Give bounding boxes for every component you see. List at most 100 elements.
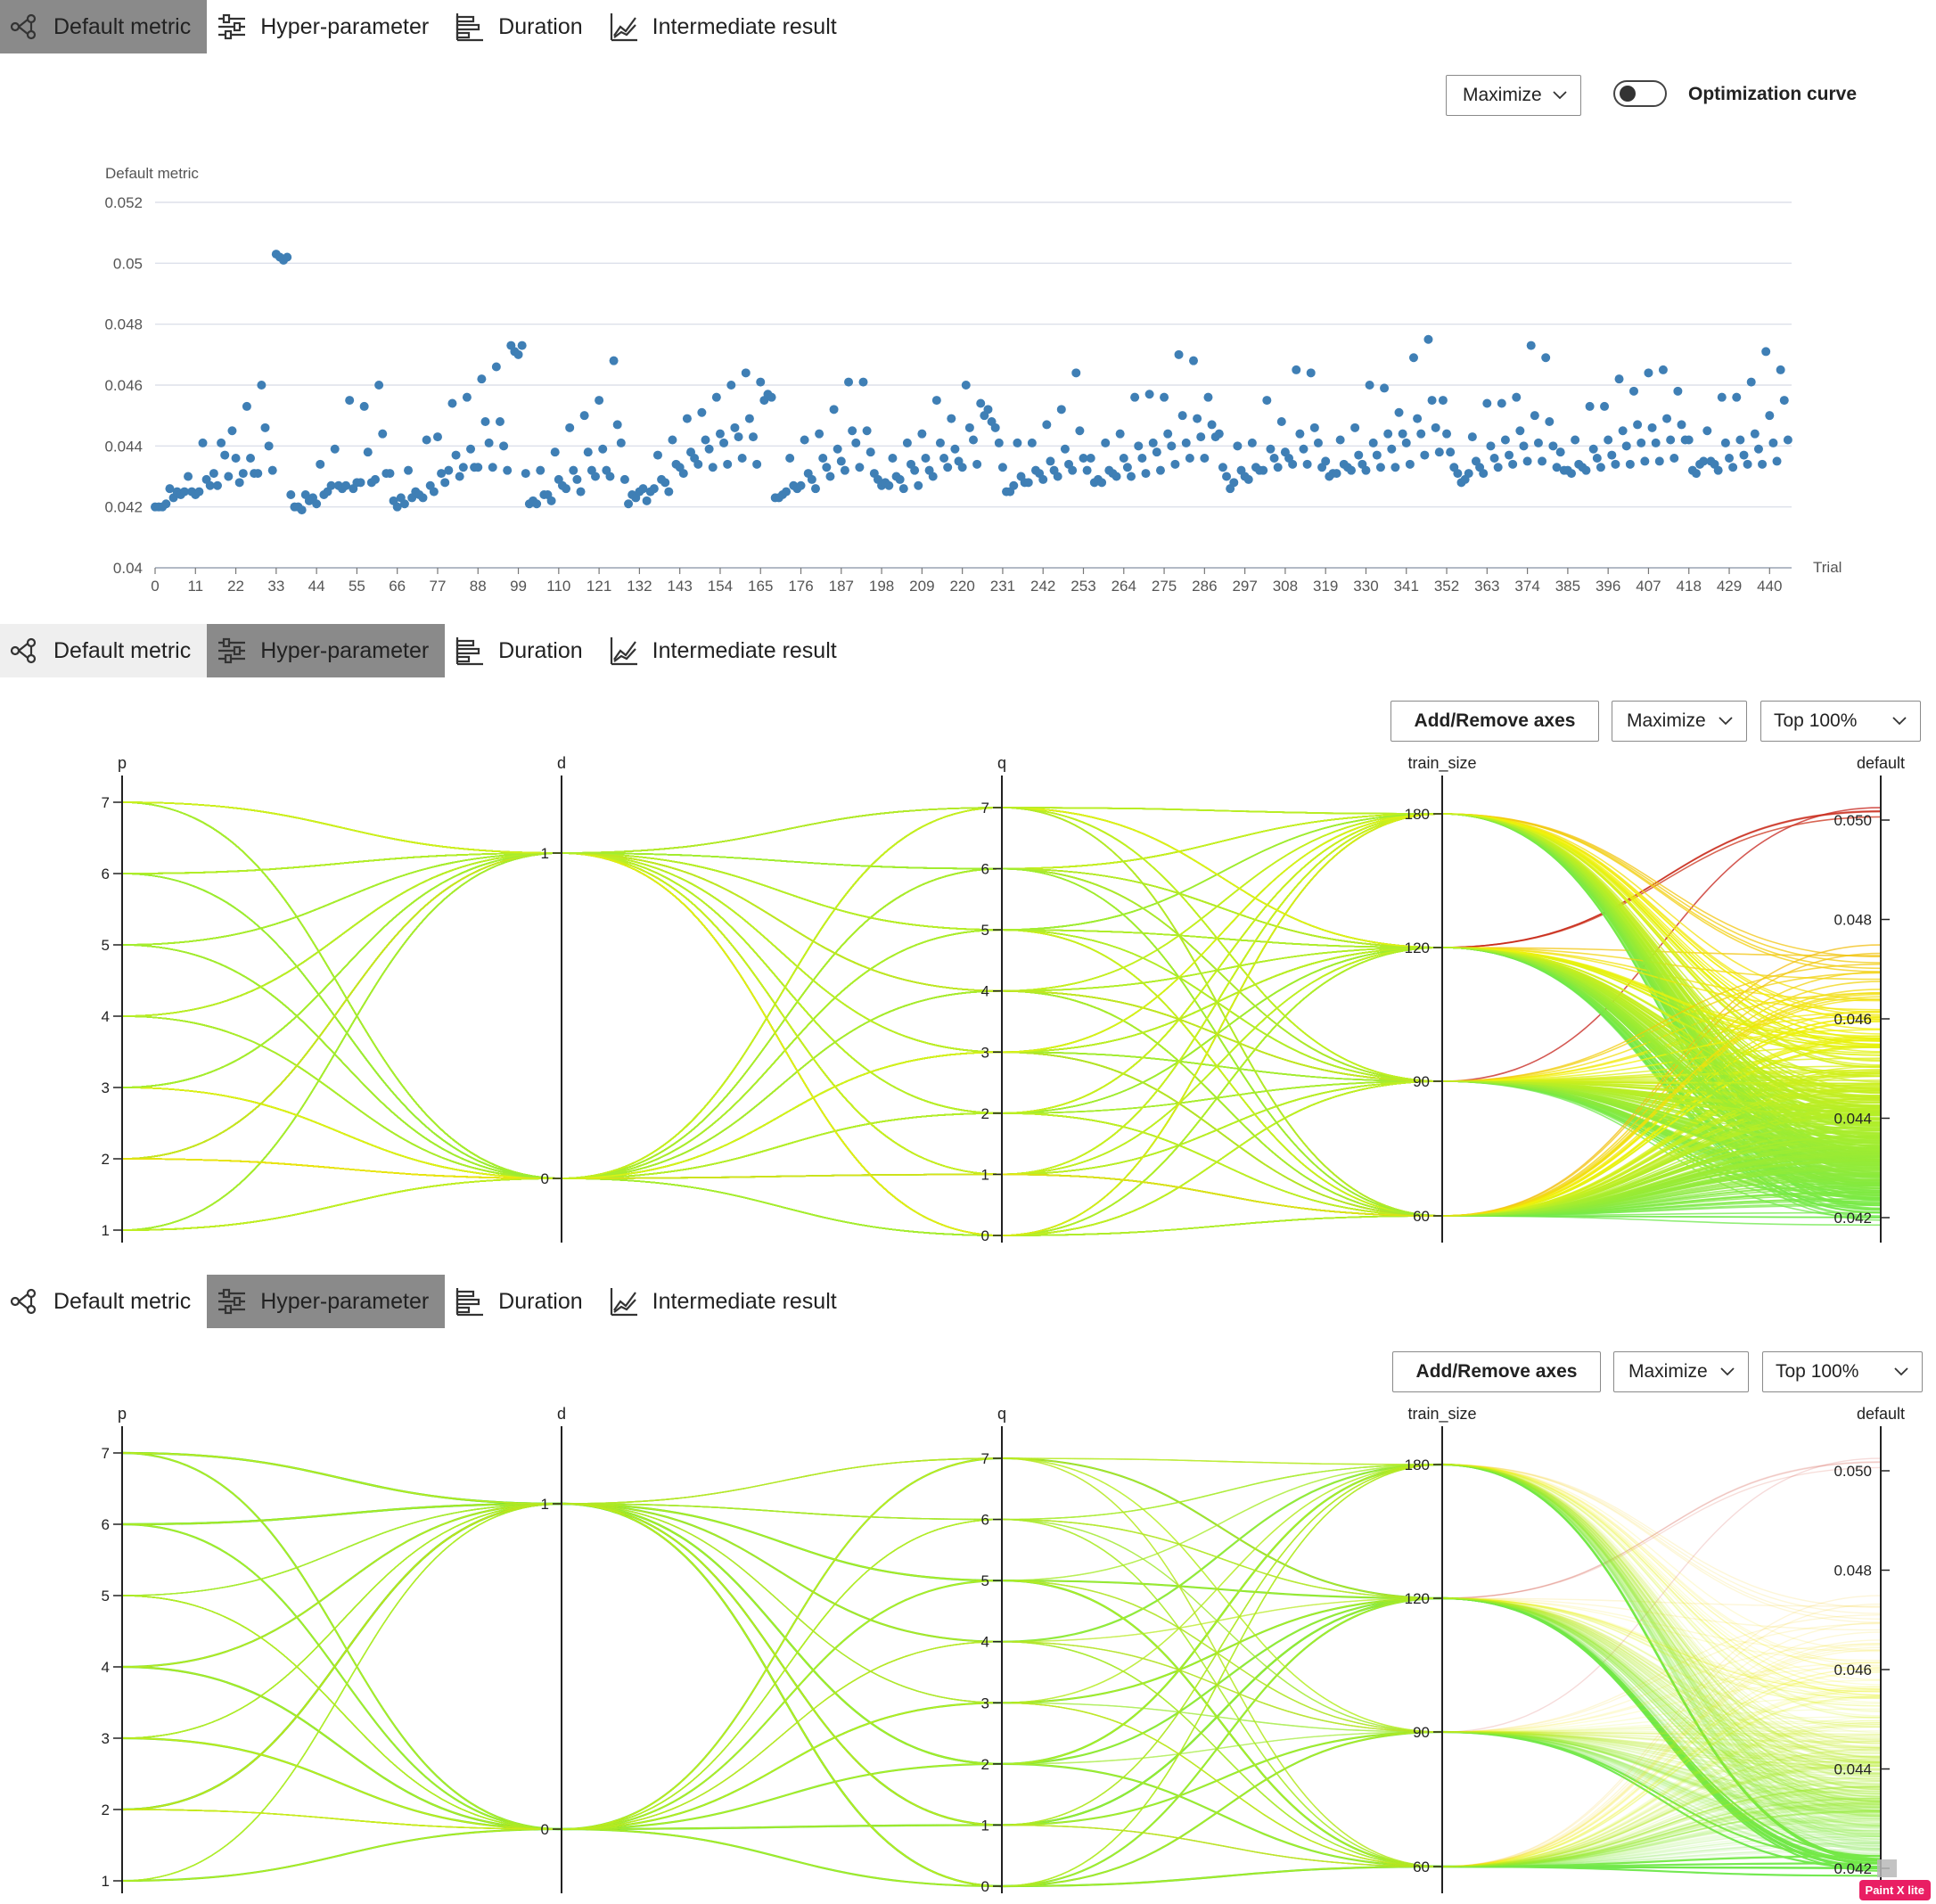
trial-line <box>121 1503 1882 1887</box>
trial-line <box>121 1457 1882 1882</box>
top-percent-select[interactable]: Top 100% <box>1762 1351 1923 1392</box>
tab-default-metric[interactable]: Default metric <box>0 0 208 53</box>
tab-hyper-parameter[interactable]: Hyper-parameter <box>207 624 446 677</box>
trial-line <box>121 1523 1882 1830</box>
trial-line <box>121 1503 1882 1867</box>
data-point <box>1647 423 1657 432</box>
maximize-select[interactable]: Maximize <box>1446 75 1581 116</box>
tab-default-metric[interactable]: Default metric <box>0 624 208 677</box>
tab-duration[interactable]: Duration <box>445 624 599 677</box>
data-point <box>943 463 953 472</box>
tab-hyper-parameter[interactable]: Hyper-parameter <box>207 0 445 53</box>
trial-line <box>121 1503 1882 1887</box>
trial-line <box>121 1464 1882 1812</box>
axis-tick-label: 0.042 <box>1833 1210 1872 1227</box>
tab-duration[interactable]: Duration <box>445 0 599 53</box>
axis-tick-label: 60 <box>1413 1859 1430 1875</box>
trial-line <box>121 1503 1882 1887</box>
data-point <box>1482 398 1492 408</box>
trial-line <box>121 1523 1882 1887</box>
trial-line <box>121 1503 1882 1882</box>
trial-line <box>121 1457 1882 1838</box>
trial-line <box>121 1518 1882 1867</box>
trial-line <box>121 1452 1882 1887</box>
trial-line <box>121 1452 1882 1887</box>
top-percent-select[interactable]: Top 100% <box>1760 701 1921 742</box>
data-point <box>1401 438 1411 447</box>
data-point <box>583 447 593 457</box>
trial-line <box>121 1503 1882 1887</box>
trial-line <box>121 1464 1882 1887</box>
data-point <box>1548 441 1558 451</box>
trial-line <box>121 1503 1882 1867</box>
data-point <box>1479 469 1489 479</box>
x-tick-label: 352 <box>1434 578 1459 595</box>
tab-intermediate-result[interactable]: Intermediate result <box>599 1275 853 1328</box>
data-point <box>726 381 736 390</box>
trial-line <box>121 1452 1882 1887</box>
data-point <box>1068 465 1078 475</box>
bar-chart-icon <box>456 637 484 666</box>
data-point <box>1500 435 1510 445</box>
trial-line <box>121 1503 1882 1800</box>
data-point <box>1200 454 1210 463</box>
data-point <box>652 450 662 460</box>
data-point <box>1134 441 1144 451</box>
data-point <box>1079 454 1088 463</box>
button-label: Add/Remove axes <box>1415 1361 1578 1382</box>
trial-line <box>121 1464 1882 1887</box>
data-point <box>1515 426 1525 436</box>
add-remove-axes-button[interactable]: Add/Remove axes <box>1392 1351 1601 1392</box>
trial-line <box>121 1464 1882 1798</box>
trial-line <box>121 1452 1882 1824</box>
data-point <box>862 426 872 436</box>
data-point <box>1130 392 1140 402</box>
trial-line <box>121 1595 1882 1887</box>
data-point <box>1423 334 1433 344</box>
trial-line <box>121 1503 1882 1882</box>
trial-line <box>121 1464 1882 1830</box>
optimization-curve-toggle[interactable] <box>1613 80 1667 107</box>
data-point <box>1776 365 1785 374</box>
tab-default-metric[interactable]: Default metric <box>0 1275 207 1328</box>
trial-line <box>121 1464 1882 1842</box>
data-point <box>829 405 839 414</box>
tab-duration[interactable]: Duration <box>445 1275 599 1328</box>
data-point <box>234 478 244 488</box>
data-point <box>836 456 846 466</box>
data-point <box>910 465 920 475</box>
add-remove-axes-button[interactable]: Add/Remove axes <box>1390 701 1599 742</box>
trial-line <box>121 1452 1882 1867</box>
tab-hyper-parameter[interactable]: Hyper-parameter <box>207 1275 446 1328</box>
data-point <box>1581 465 1591 475</box>
tab-intermediate-result[interactable]: Intermediate result <box>599 0 853 53</box>
trial-line <box>121 1464 1882 1826</box>
data-point <box>437 469 447 479</box>
trial-line <box>121 1503 1882 1882</box>
trial-line <box>121 1452 1882 1765</box>
trial-line <box>121 1464 1882 1834</box>
maximize-select[interactable]: Maximize <box>1613 1351 1749 1392</box>
trial-line <box>121 1595 1882 1887</box>
trial-line <box>121 1503 1882 1826</box>
data-point <box>638 484 648 494</box>
data-point <box>462 392 472 402</box>
trial-line <box>121 1622 1882 1830</box>
trial-line <box>121 807 1882 1231</box>
trial-line <box>121 1503 1882 1882</box>
tab-intermediate-result[interactable]: Intermediate result <box>599 624 853 677</box>
trial-line <box>121 1666 1882 1887</box>
trial-line <box>121 1452 1882 1830</box>
maximize-select[interactable]: Maximize <box>1612 701 1747 742</box>
data-point <box>499 441 509 451</box>
data-point <box>1725 454 1735 463</box>
brush-selection <box>1877 1859 1897 1877</box>
axis-tick-label: 90 <box>1413 1724 1430 1741</box>
trial-line <box>121 1518 1882 1830</box>
tab-label: Duration <box>498 1288 583 1314</box>
data-point <box>704 444 714 454</box>
data-point <box>612 420 622 430</box>
data-point <box>378 429 388 439</box>
select-value: Maximize <box>1463 85 1542 105</box>
data-point <box>444 465 454 475</box>
